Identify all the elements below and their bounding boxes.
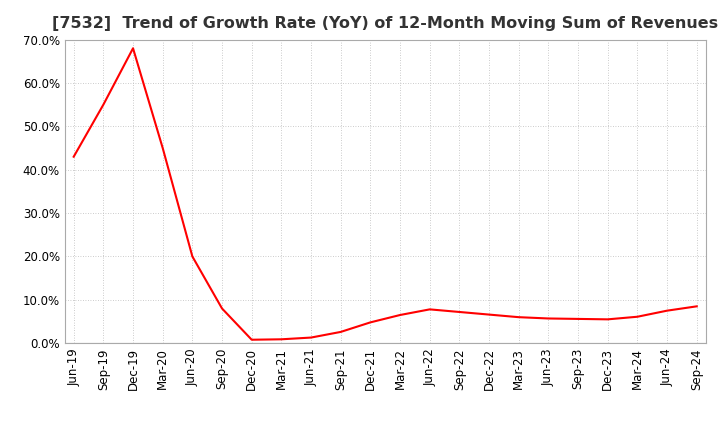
Title: [7532]  Trend of Growth Rate (YoY) of 12-Month Moving Sum of Revenues: [7532] Trend of Growth Rate (YoY) of 12-… <box>52 16 719 32</box>
